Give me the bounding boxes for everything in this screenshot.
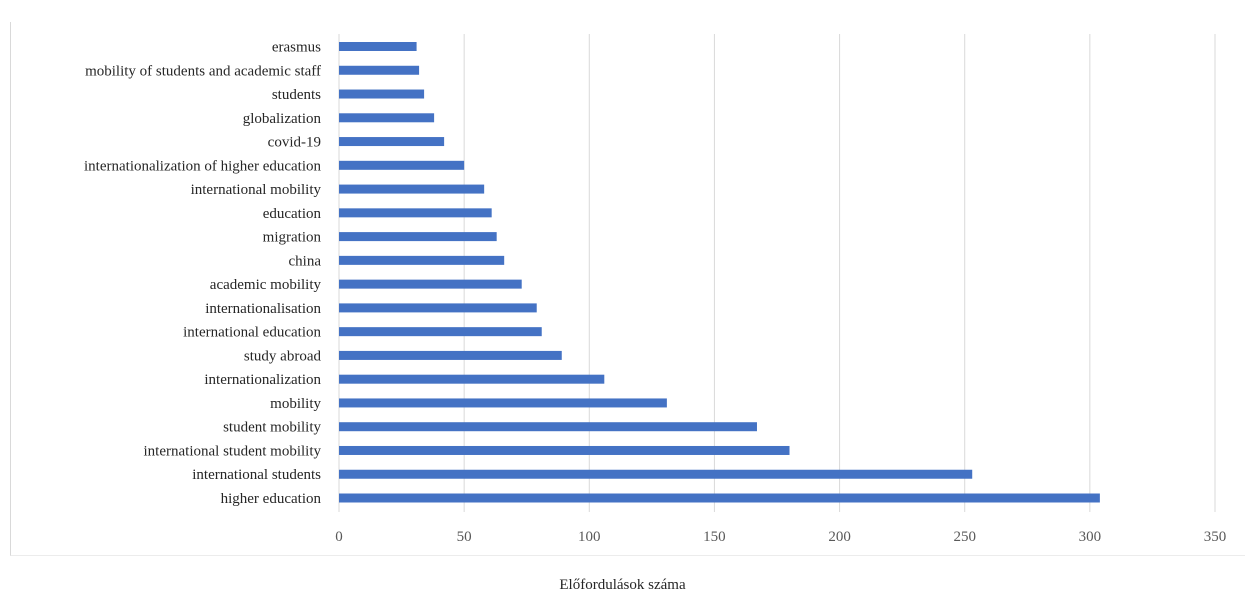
category-label: education <box>263 206 322 222</box>
bar-11 <box>339 232 497 242</box>
category-label: china <box>289 253 322 269</box>
category-label: mobility of students and academic staff <box>85 63 321 79</box>
x-axis-title: Előfordulások száma <box>559 577 686 593</box>
category-label: academic mobility <box>210 277 322 293</box>
bar-18 <box>339 65 420 75</box>
category-label: internationalisation <box>205 301 321 317</box>
x-tick-label: 150 <box>703 529 726 545</box>
bar-8 <box>339 303 537 313</box>
category-label: study abroad <box>244 348 322 364</box>
x-tick-label: 100 <box>578 529 601 545</box>
bar-3 <box>339 422 757 432</box>
category-label: globalization <box>243 111 322 127</box>
category-label: international mobility <box>191 182 322 198</box>
category-label: higher education <box>221 491 322 507</box>
bar-16 <box>339 113 435 123</box>
x-tick-label: 0 <box>335 529 343 545</box>
bar-1 <box>339 469 973 479</box>
x-tick-label: 350 <box>1204 529 1227 545</box>
category-label: erasmus <box>272 40 321 56</box>
category-label: international education <box>183 325 321 341</box>
bar-13 <box>339 184 485 194</box>
bar-10 <box>339 255 505 265</box>
bar-17 <box>339 89 425 99</box>
category-label: mobility <box>270 396 321 412</box>
category-label: students <box>272 87 321 103</box>
x-tick-label: 50 <box>457 529 472 545</box>
category-label: covid-19 <box>268 135 321 151</box>
bar-4 <box>339 398 667 408</box>
category-label: international students <box>192 467 321 483</box>
bar-12 <box>339 208 492 218</box>
x-tick-label: 250 <box>953 529 976 545</box>
chart-frame <box>10 22 1245 556</box>
bar-9 <box>339 279 522 289</box>
category-label: student mobility <box>223 420 321 436</box>
bar-7 <box>339 327 542 337</box>
bar-2 <box>339 445 790 455</box>
category-label: international student mobility <box>144 443 322 459</box>
bar-5 <box>339 374 605 384</box>
x-tick-label: 200 <box>828 529 851 545</box>
category-label: migration <box>263 230 322 246</box>
bar-19 <box>339 42 417 51</box>
bar-0 <box>339 493 1100 503</box>
x-tick-label: 300 <box>1079 529 1102 545</box>
category-label: internationalization of higher education <box>84 158 321 174</box>
bar-6 <box>339 350 562 360</box>
category-label: internationalization <box>204 372 321 388</box>
bar-15 <box>339 137 445 147</box>
bar-14 <box>339 160 465 170</box>
